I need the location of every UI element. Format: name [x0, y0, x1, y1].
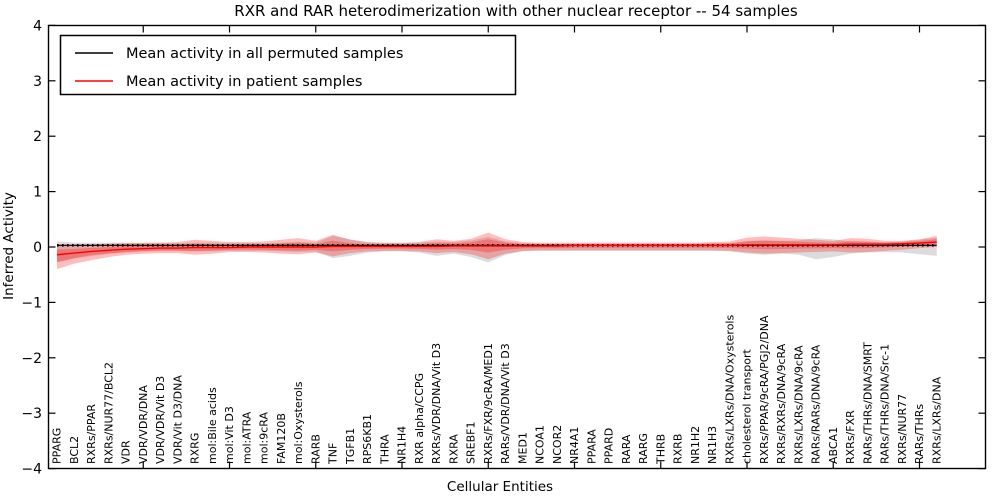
x-category-label: NCOA1	[534, 425, 547, 464]
x-category-label: RXRs/LXRs/DNA/Oxysterols	[723, 315, 736, 464]
x-category-label: mol:ATRA	[240, 411, 253, 464]
x-category-label: RARG	[637, 433, 650, 464]
x-category-label: RXR alpha/CCPG	[413, 373, 426, 464]
x-category-label: RXRs/FXR/9cRA/MED1	[482, 343, 495, 464]
x-category-label: RXRs/NUR77/BCL2	[102, 362, 115, 464]
x-category-label: VDR	[120, 440, 133, 464]
x-category-label: NR1H2	[689, 426, 702, 464]
x-category-label: THRB	[654, 434, 667, 465]
x-category-label: RARs/THRs/DNA/SMRT	[861, 342, 874, 464]
x-category-label: RXRB	[672, 434, 685, 464]
x-category-label: RXRs/LXRs/DNA	[930, 376, 943, 464]
x-category-label: PPARD	[603, 428, 616, 464]
chart-title: RXR and RAR heterodimerization with othe…	[234, 2, 798, 20]
y-tick-label: 4	[33, 18, 42, 34]
x-category-label: RARA	[620, 434, 633, 464]
x-category-label: RARs/THRs	[913, 404, 926, 464]
y-tick-label: −3	[21, 406, 42, 422]
x-category-label: NR1H4	[396, 426, 409, 464]
x-category-label: RXRs/RXRs/DNA/9cRA	[775, 343, 788, 464]
x-category-label: TGFB1	[344, 428, 357, 465]
plot-border	[47, 24, 987, 470]
x-category-label: mol:Oxysterols	[292, 381, 305, 464]
y-tick-label: −4	[21, 462, 42, 478]
patient-band-outer	[57, 232, 937, 270]
x-category-label: RARB	[309, 434, 322, 464]
x-category-label: MED1	[516, 432, 529, 464]
x-category-label: ABCA1	[827, 427, 840, 464]
x-category-label: SREBF1	[465, 422, 478, 464]
y-tick-label: 2	[33, 129, 42, 145]
y-tick-label: −2	[21, 351, 42, 367]
legend: Mean activity in all permuted samples Me…	[59, 34, 517, 96]
x-category-label: RXRA	[447, 434, 460, 464]
x-category-label: FAM120B	[275, 413, 288, 464]
x-category-label: THRA	[378, 434, 391, 465]
x-category-label: RXRs/VDR/DNA/Vit D3	[430, 343, 443, 464]
x-tick-labels: PPARG BCL2 RXRs/PPAR RXRs/NUR77/BCL2 VDR VDR/…	[51, 315, 944, 465]
y-tick-label: −1	[21, 295, 42, 311]
x-category-label: RARs/RARs/DNA/9cRA	[810, 344, 823, 464]
x-category-label: RXRs/PPAR/9cRA/PGJ2/DNA	[758, 315, 771, 464]
y-tick-label: 1	[33, 185, 42, 201]
x-category-label: cholesterol transport	[741, 349, 754, 464]
x-category-label: RPS6KB1	[361, 414, 374, 464]
x-category-label: mol:Vit D3	[223, 406, 236, 464]
y-tick-labels: 4 3 2 1 0 −1 −2 −3 −4	[21, 18, 42, 477]
x-category-label: RARs/VDR/DNA/Vit D3	[499, 343, 512, 464]
x-category-label: NR1H3	[706, 426, 719, 464]
legend-label-permuted: Mean activity in all permuted samples	[126, 46, 403, 62]
x-category-label: NCOR2	[551, 425, 564, 464]
x-category-label: mol:Bile acids	[206, 387, 219, 464]
legend-box	[59, 34, 517, 96]
legend-label-patient: Mean activity in patient samples	[126, 74, 362, 90]
confidence-bands	[57, 232, 937, 270]
x-category-label: PPARG	[51, 428, 64, 464]
y-tick-label: 3	[33, 74, 42, 90]
y-tick-label: 0	[33, 240, 42, 256]
x-category-label: VDR/VDR/Vit D3	[154, 376, 167, 464]
x-category-label: RXRG	[189, 433, 202, 464]
x-category-label: VDR/Vit D3/DNA	[171, 375, 184, 464]
permuted-band	[57, 235, 937, 263]
x-category-label: RXRs/PPAR	[85, 404, 98, 464]
x-category-label: PPARA	[585, 429, 598, 464]
x-category-label: RXRs/NUR77	[896, 394, 909, 464]
x-category-label: RXRs/FXR	[844, 410, 857, 464]
patient-mean-line	[56, 241, 937, 256]
y-axis-label: Inferred Activity	[1, 192, 17, 300]
x-category-label: RXRs/LXRs/DNA/9cRA	[792, 345, 805, 464]
mean-lines	[56, 241, 937, 256]
x-category-label: BCL2	[68, 436, 81, 464]
x-category-label: mol:9cRA	[258, 412, 271, 464]
x-category-label: RARs/THRs/DNA/Src-1	[879, 344, 892, 464]
x-axis-label: Cellular Entities	[447, 479, 553, 495]
x-category-label: TNF	[327, 443, 340, 465]
x-category-label: NR4A1	[568, 427, 581, 464]
x-category-label: VDR/VDR/DNA	[137, 385, 150, 464]
